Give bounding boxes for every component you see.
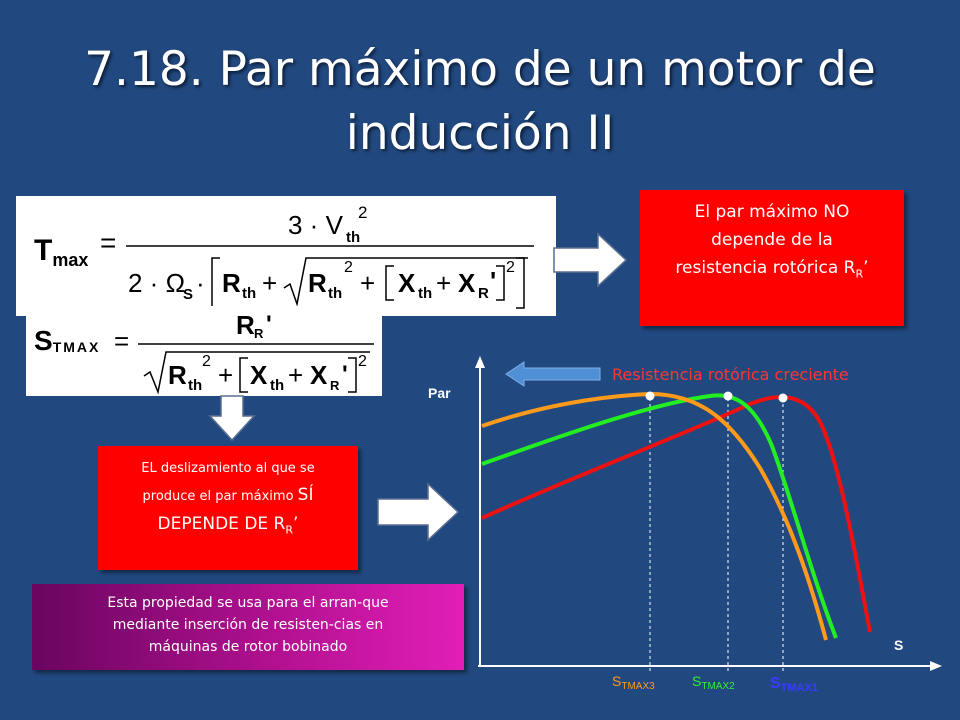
svg-text:+: +	[436, 268, 451, 298]
peak-dot-3	[645, 391, 655, 401]
svg-text:R: R	[168, 360, 187, 390]
resistance-arrow-icon	[505, 361, 601, 387]
arrow-right-icon	[553, 232, 628, 288]
stmax-symbol: S	[34, 325, 53, 356]
callout-si-depende: EL deslizamiento al que se produce el pa…	[98, 446, 358, 570]
svg-text:+: +	[262, 268, 277, 298]
tmax-subscript: max	[52, 250, 88, 270]
svg-text:+: +	[288, 360, 303, 390]
svg-text:2: 2	[358, 353, 367, 370]
arrow-down-icon	[208, 395, 256, 442]
curve-orange	[481, 391, 828, 641]
tmax-formula-graphic: Tmax = 3 · V th 2 2 · Ω S · R th + R th …	[34, 203, 534, 309]
stmax-numerator: R	[236, 310, 255, 340]
tmax-denominator-lead: 2 · Ω	[128, 268, 185, 298]
tmax-numerator: 3 · V	[288, 210, 344, 240]
arrow-right-chart-icon	[377, 482, 460, 542]
svg-text:R: R	[254, 326, 264, 341]
svg-text:STMAX: STMAX	[34, 325, 100, 356]
svg-text:+: +	[360, 268, 375, 298]
marker-label-stmax2: STMAX2	[692, 673, 735, 692]
stmax-formula-graphic: STMAX = R R ' R th 2 + X th + X R ' 2	[34, 310, 374, 395]
svg-text:th: th	[328, 285, 342, 302]
svg-text:Tmax: Tmax	[34, 234, 88, 270]
svg-text:th: th	[418, 285, 432, 302]
callout-no-depende-line2: depende de la	[711, 230, 833, 250]
resistance-arrow-label: Resistencia rotórica creciente	[612, 365, 849, 384]
callout-no-depende-line1: El par máximo NO	[694, 202, 850, 222]
marker-label-stmax1: STMAX1	[770, 675, 818, 694]
x-axis-label: S	[894, 637, 903, 653]
svg-text:=: =	[100, 227, 116, 258]
callout-si-depende-line2: produce el par máximo SÍ	[142, 485, 314, 505]
marker-label-stmax3: STMAX3	[612, 673, 655, 692]
slide-title: 7.18. Par máximo de un motor de inducció…	[30, 38, 930, 166]
torque-slip-chart: Resistencia rotórica creciente Par S STM…	[428, 356, 942, 694]
svg-text:': '	[266, 311, 272, 338]
svg-text:R: R	[308, 268, 327, 298]
svg-text:·: ·	[196, 268, 205, 298]
svg-text:th: th	[188, 377, 202, 394]
svg-text:S: S	[183, 286, 193, 303]
svg-text:X: X	[250, 360, 268, 390]
tmax-formula: Tmax = 3 · V th 2 2 · Ω S · R th + R th …	[16, 196, 556, 316]
svg-text:X: X	[398, 268, 416, 298]
callout-propiedad-line1: Esta propiedad se usa para el arran-que	[107, 595, 389, 611]
svg-text:R: R	[222, 268, 241, 298]
stmax-formula: STMAX = R R ' R th 2 + X th + X R ' 2	[26, 306, 382, 396]
svg-text:X: X	[310, 360, 328, 390]
svg-text:th: th	[346, 229, 360, 246]
svg-text:=: =	[114, 326, 129, 356]
callout-si-depende-line3: DEPENDE DE RR’	[157, 514, 299, 537]
svg-text:2: 2	[506, 259, 515, 276]
callout-propiedad-line3: máquinas de rotor bobinado	[148, 639, 348, 655]
callout-propiedad-line2: mediante inserción de resisten-cias en	[112, 617, 384, 633]
svg-text:R: R	[478, 285, 489, 302]
svg-text:': '	[342, 361, 348, 388]
svg-text:': '	[490, 266, 496, 296]
peak-dot-2	[723, 391, 733, 401]
tmax-symbol: T	[34, 234, 52, 267]
svg-text:2: 2	[344, 259, 353, 276]
svg-text:th: th	[242, 285, 256, 302]
y-axis-label: Par	[428, 385, 451, 401]
callout-no-depende: El par máximo NO depende de la resistenc…	[640, 190, 904, 326]
svg-text:th: th	[270, 377, 284, 394]
callout-no-depende-line3: resistencia rotórica RR’	[675, 258, 869, 281]
callout-si-depende-line1: EL deslizamiento al que se	[141, 461, 315, 476]
stmax-subscript: TMAX	[53, 339, 101, 355]
svg-text:2: 2	[358, 203, 367, 222]
slide-title-line2: inducción II	[345, 106, 615, 161]
svg-text:R: R	[330, 378, 340, 393]
svg-text:+: +	[218, 360, 233, 390]
peak-dot-1	[778, 393, 788, 403]
curve-green	[481, 393, 838, 639]
callout-propiedad: Esta propiedad se usa para el arran-que …	[32, 584, 464, 670]
svg-text:2: 2	[202, 353, 211, 370]
slide-title-line1: 7.18. Par máximo de un motor de	[84, 42, 876, 97]
svg-text:X: X	[458, 268, 476, 298]
